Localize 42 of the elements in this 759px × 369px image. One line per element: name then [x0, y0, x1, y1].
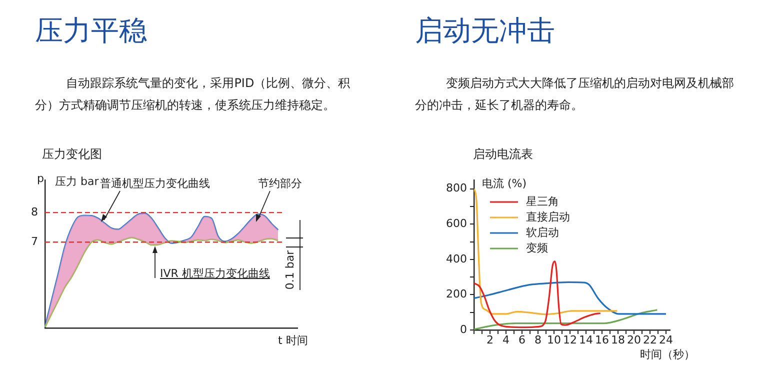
- legend-label: 星三角: [526, 194, 559, 208]
- annotation: 0.1 bar: [284, 250, 296, 290]
- x-tick-label: 2: [486, 333, 494, 346]
- x-tick-label: 4: [502, 333, 510, 346]
- line-series: [474, 281, 667, 315]
- x-tick-label: 22: [643, 333, 657, 346]
- y-tick-label: 0: [460, 322, 467, 336]
- x-tick-label: 12: [563, 333, 577, 346]
- legend-label: 直接启动: [526, 210, 570, 224]
- y-tick-label: 400: [446, 252, 467, 266]
- line-series: [474, 309, 658, 330]
- x-tick-label: 6: [518, 333, 526, 346]
- x-tick-label: 20: [627, 333, 641, 346]
- y-tick-label: 800: [446, 182, 467, 195]
- y-tick-label: 600: [446, 216, 467, 230]
- text: 压力变化图: [42, 146, 102, 163]
- line-series: [474, 260, 602, 328]
- x-tick-label: 10: [547, 333, 561, 346]
- x-tick-label: 8: [534, 333, 542, 346]
- y-tick-label: 7: [31, 235, 38, 248]
- x-tick-label: 16: [595, 333, 609, 346]
- line-series: [474, 188, 618, 316]
- text: 启动电流表: [473, 146, 533, 163]
- annotation: 普通机型压力变化曲线: [100, 176, 210, 191]
- x-axis-title: t 时间: [278, 333, 308, 348]
- line-series: [44, 236, 279, 328]
- text: p: [37, 172, 44, 185]
- chart-subtitle: 自动跟踪系统气量的变化，采用PID（比例、微分、积分）方式精确调节压缩机的转速，使系统压力维持稳定。: [35, 75, 352, 114]
- annotation: 节约部分: [258, 176, 302, 191]
- x-tick-label: 24: [659, 333, 673, 346]
- y-axis-title: 电流 (%): [482, 176, 527, 191]
- annotation: IVR 机型压力变化曲线: [160, 266, 270, 281]
- chart-title: 压力平稳: [35, 13, 147, 49]
- y-tick-label: 200: [446, 288, 467, 301]
- y-axis-title: 压力 bar: [55, 174, 99, 189]
- x-tick-label: 14: [579, 333, 593, 346]
- chart-subtitle: 变频启动方式大大降低了压缩机的启动对电网及机械部分的冲击，延长了机器的寿命。: [415, 75, 736, 114]
- legend-label: 变频: [526, 241, 548, 254]
- chart-title: 启动无冲击: [415, 13, 555, 49]
- x-tick-label: 18: [611, 333, 625, 346]
- legend-label: 软启动: [526, 226, 559, 239]
- x-axis-title: 时间（秒）: [640, 347, 695, 362]
